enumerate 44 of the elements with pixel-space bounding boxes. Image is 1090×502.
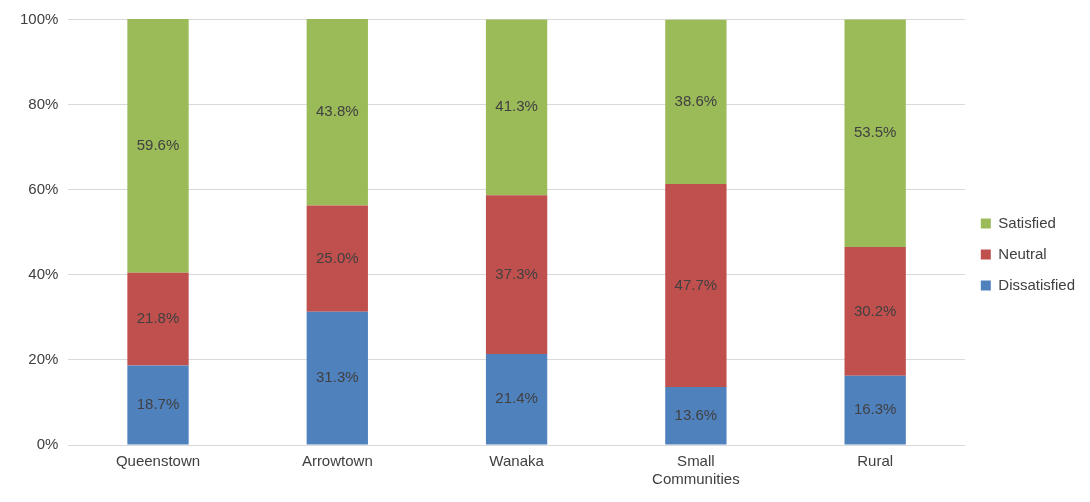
bar: [844, 247, 906, 376]
bar: [665, 184, 727, 388]
y-tick-label: 60%: [28, 179, 59, 197]
data-label: 16.3%: [853, 400, 897, 418]
bar: [844, 375, 906, 445]
bar: [127, 19, 189, 273]
bar: [665, 387, 727, 445]
data-label: 47.7%: [674, 275, 718, 293]
data-label: 21.4%: [495, 389, 538, 407]
x-tick-label: Arrowtown: [301, 452, 373, 470]
x-tick-label: Wanaka: [489, 452, 545, 470]
data-label: 25.0%: [316, 248, 359, 266]
x-tick-label: Small Communities: [652, 452, 740, 488]
y-tick-label: 80%: [28, 94, 59, 112]
data-label: 38.6%: [674, 92, 718, 110]
bar: [306, 205, 368, 312]
data-label: 41.3%: [495, 97, 538, 115]
bar: [485, 19, 548, 196]
y-tick-label: 100%: [19, 9, 59, 27]
bar: [306, 19, 368, 206]
x-tick-label: Rural: [857, 452, 894, 470]
data-label: 21.8%: [136, 309, 180, 327]
bar: [844, 19, 906, 248]
bar: [485, 353, 548, 445]
bar: [485, 195, 548, 354]
bar: [306, 311, 368, 445]
legend-label: Neutral: [998, 244, 1047, 262]
data-label: 13.6%: [674, 405, 718, 423]
x-tick-label: Queenstown: [115, 452, 201, 470]
y-tick-label: 0%: [36, 435, 59, 453]
data-label: 31.3%: [316, 368, 359, 386]
y-tick-label: 20%: [28, 350, 59, 368]
data-label: 18.7%: [136, 395, 180, 413]
bar: [665, 19, 727, 185]
legend-label: Satisfied: [998, 213, 1056, 231]
y-tick-label: 40%: [28, 264, 59, 282]
data-label: 43.8%: [316, 102, 359, 120]
data-label: 30.2%: [853, 301, 897, 319]
legend-label: Dissatisfied: [998, 275, 1076, 293]
data-label: 59.6%: [136, 135, 180, 153]
data-label: 53.5%: [853, 123, 897, 141]
bar: [127, 365, 189, 445]
data-label: 37.3%: [495, 264, 538, 282]
bar: [127, 272, 189, 366]
